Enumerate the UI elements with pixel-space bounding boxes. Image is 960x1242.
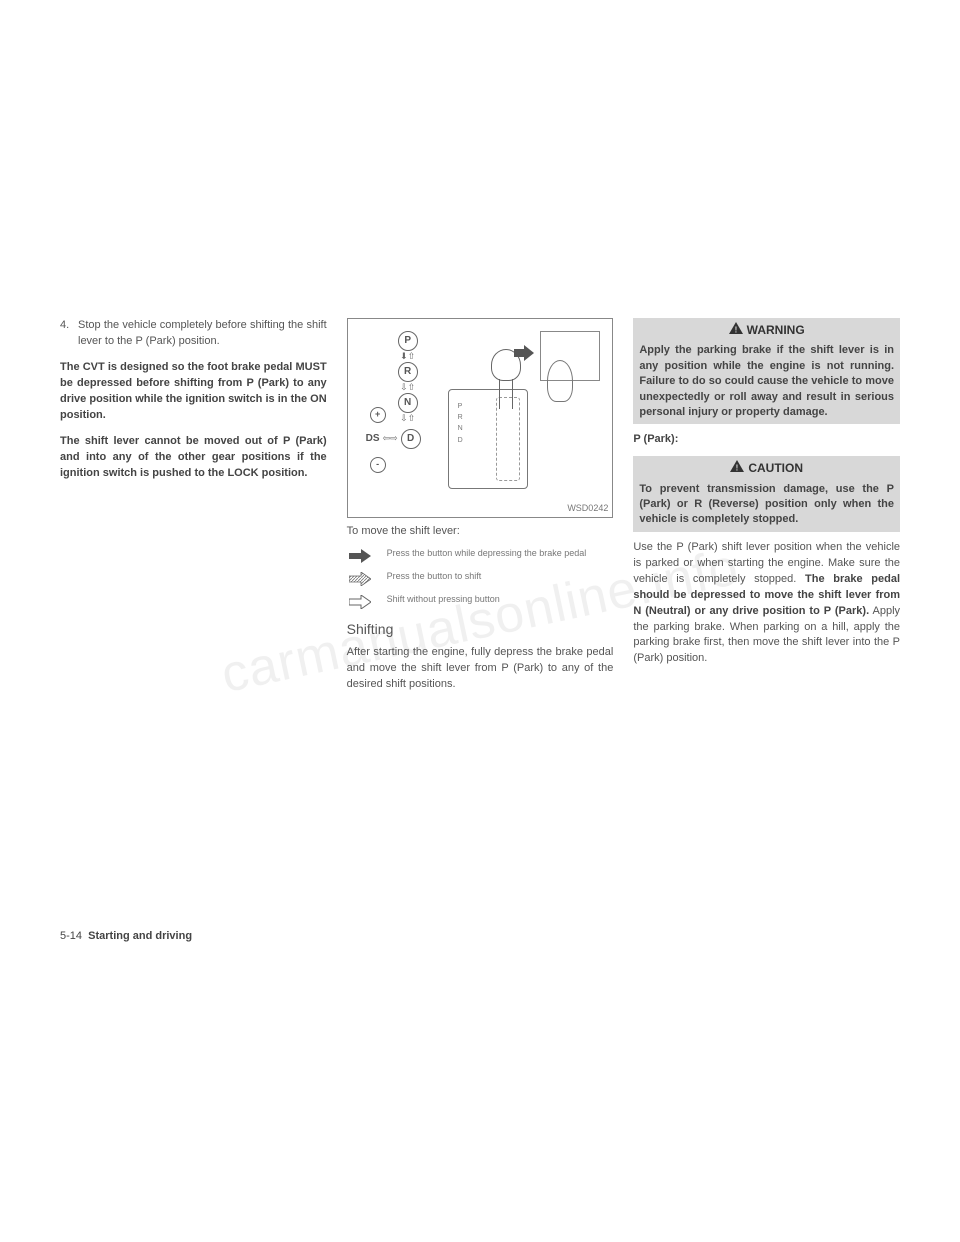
warning-label: WARNING bbox=[747, 322, 805, 339]
step-text: Stop the vehicle completely before shift… bbox=[78, 318, 327, 350]
shifter-illustration: P R N D bbox=[448, 349, 538, 499]
arrow-icon: ⇩⇧ bbox=[398, 414, 418, 423]
shifting-heading: Shifting bbox=[347, 619, 614, 639]
arrow-icon: ⇩⇧ bbox=[398, 383, 418, 392]
caution-label: CAUTION bbox=[748, 460, 803, 477]
ds-label: DS bbox=[366, 432, 380, 447]
bold-paragraph-2: The shift lever cannot be moved out of P… bbox=[60, 434, 327, 482]
legend-text: Press the button while depressing the br… bbox=[387, 548, 587, 560]
arrow-outline-icon bbox=[347, 594, 373, 609]
column-1: 4. Stop the vehicle completely before sh… bbox=[60, 318, 327, 908]
gear-n: N bbox=[398, 393, 418, 413]
caution-triangle-icon: ! bbox=[730, 460, 744, 477]
shift-diagram: P ⬇⇧ R ⇩⇧ N ⇩⇧ + DS ⇦⇨ D - P R N D bbox=[347, 318, 614, 518]
arrow-icon: ⬇⇧ bbox=[398, 352, 418, 361]
column-2: P ⬇⇧ R ⇩⇧ N ⇩⇧ + DS ⇦⇨ D - P R N D bbox=[347, 318, 614, 908]
p-park-body: Use the P (Park) shift lever position wh… bbox=[633, 540, 900, 668]
warning-triangle-icon: ! bbox=[729, 322, 743, 339]
diagram-caption: To move the shift lever: bbox=[347, 524, 614, 540]
legend-row-1: Press the button while depressing the br… bbox=[347, 548, 614, 563]
arrow-icon: ⇦⇨ bbox=[383, 432, 398, 445]
shifting-body: After starting the engine, fully depress… bbox=[347, 645, 614, 693]
warning-box: ! WARNING Apply the parking brake if the… bbox=[633, 318, 900, 424]
column-3: ! WARNING Apply the parking brake if the… bbox=[633, 318, 900, 908]
caution-heading: ! CAUTION bbox=[639, 460, 894, 477]
legend-text: Press the button to shift bbox=[387, 571, 482, 583]
section-title: Starting and driving bbox=[88, 930, 192, 942]
shifter-slot bbox=[496, 397, 520, 481]
arrow-solid-icon bbox=[347, 548, 373, 563]
page-number: 5-14 bbox=[60, 930, 82, 942]
caution-box: ! CAUTION To prevent transmission damage… bbox=[633, 456, 900, 532]
shifter-position-letters: P R N D bbox=[458, 401, 463, 446]
gear-column: P ⬇⇧ R ⇩⇧ N ⇩⇧ bbox=[398, 331, 418, 424]
caution-body: To prevent transmission damage, use the … bbox=[639, 482, 894, 528]
warning-heading: ! WARNING bbox=[639, 322, 894, 339]
bold-paragraph-1: The CVT is designed so the foot brake pe… bbox=[60, 360, 327, 424]
gear-plus: + bbox=[370, 407, 386, 423]
numbered-step: 4. Stop the vehicle completely before sh… bbox=[60, 318, 327, 350]
ds-row: DS ⇦⇨ D bbox=[366, 429, 421, 449]
warning-body: Apply the parking brake if the shift lev… bbox=[639, 343, 894, 420]
legend-row-2: Press the button to shift bbox=[347, 571, 614, 586]
inset-detail bbox=[540, 331, 600, 381]
p-park-label: P (Park): bbox=[633, 432, 900, 448]
page-content: 4. Stop the vehicle completely before sh… bbox=[60, 318, 900, 908]
legend-row-3: Shift without pressing button bbox=[347, 594, 614, 609]
arrow-hatched-icon bbox=[347, 571, 373, 586]
diagram-code: WSD0242 bbox=[567, 502, 608, 515]
legend-text: Shift without pressing button bbox=[387, 594, 500, 606]
svg-text:!: ! bbox=[734, 326, 737, 335]
gear-r: R bbox=[398, 362, 418, 382]
inset-arrow-icon bbox=[514, 345, 534, 367]
gear-p: P bbox=[398, 331, 418, 351]
step-number: 4. bbox=[60, 318, 78, 350]
svg-text:!: ! bbox=[736, 464, 739, 473]
gear-d: D bbox=[401, 429, 421, 449]
page-footer: 5-14 Starting and driving bbox=[60, 930, 192, 942]
gear-minus: - bbox=[370, 457, 386, 473]
knob-detail bbox=[547, 360, 573, 402]
